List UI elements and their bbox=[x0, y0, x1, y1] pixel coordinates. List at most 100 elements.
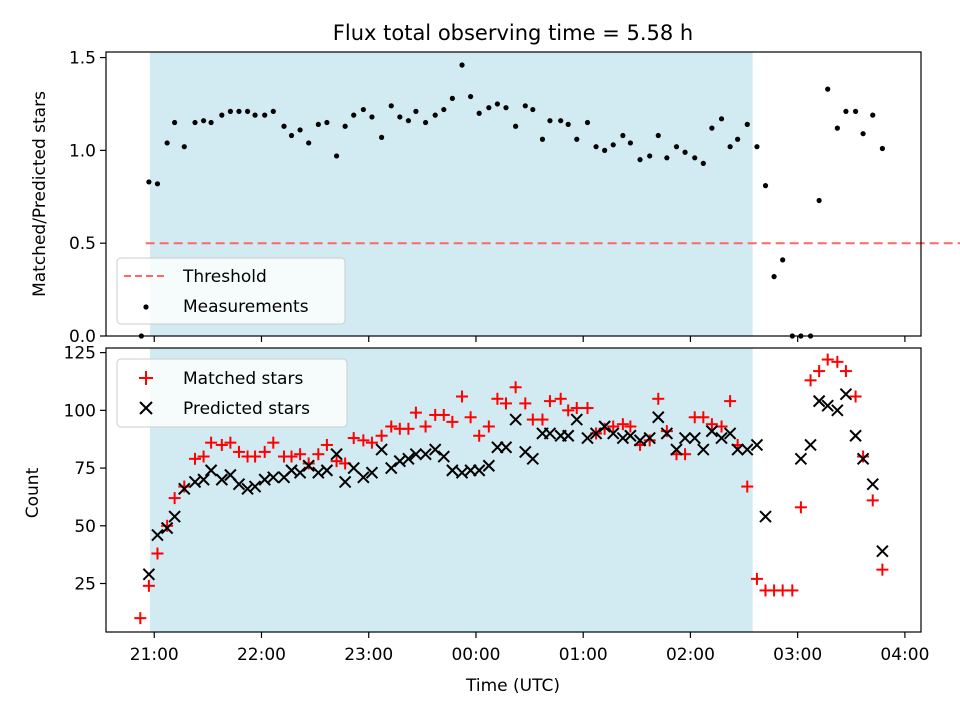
measurement-point bbox=[449, 95, 455, 102]
x-tick-label: 02:00 bbox=[666, 645, 715, 665]
y-tick-label: 1.0 bbox=[69, 141, 96, 161]
measurement-point bbox=[771, 274, 777, 280]
matched-star-point bbox=[499, 397, 512, 410]
matched-star-point bbox=[142, 579, 155, 592]
predicted-star-point bbox=[248, 480, 262, 493]
bottom-panel: 25 50 75 100 125 21:00 22:00 23:00 00:00 01:00 02… bbox=[23, 344, 929, 665]
matched-star-point bbox=[543, 395, 556, 408]
predicted-star-point bbox=[330, 448, 343, 461]
predicted-star-point bbox=[543, 427, 557, 440]
predicted-star-point bbox=[482, 459, 496, 472]
matched-star-point bbox=[509, 381, 522, 394]
y-tick-label: 100 bbox=[64, 401, 96, 421]
matched-star-point bbox=[786, 584, 799, 597]
predicted-star-point bbox=[607, 427, 620, 440]
predicted-star-point bbox=[624, 429, 637, 442]
x-tick-label: 23:00 bbox=[344, 645, 393, 665]
measurement-point bbox=[780, 257, 786, 263]
predicted-star-point bbox=[697, 443, 710, 456]
x-tick-label: 03:00 bbox=[773, 645, 822, 665]
matched-star-point bbox=[519, 397, 532, 410]
measurement-point bbox=[539, 136, 546, 142]
matched-star-point bbox=[876, 563, 889, 576]
measurement-point bbox=[208, 119, 214, 126]
top-plot-frame bbox=[105, 51, 922, 337]
legend-measurements-swatch bbox=[143, 304, 149, 310]
measurement-point bbox=[315, 121, 321, 127]
measurement-point bbox=[486, 105, 492, 111]
matched-star-point bbox=[446, 415, 459, 428]
matched-star-point bbox=[302, 457, 315, 470]
predicted-star-point bbox=[715, 431, 728, 445]
measurement-point bbox=[860, 131, 866, 137]
predicted-star-point bbox=[849, 429, 862, 442]
matched-star-point bbox=[831, 355, 844, 368]
matched-star-point bbox=[741, 480, 754, 493]
predicted-star-point bbox=[643, 431, 656, 445]
measurement-point bbox=[459, 62, 465, 68]
measurement-point bbox=[558, 118, 564, 124]
predicted-star-point bbox=[821, 399, 834, 412]
predicted-star-point bbox=[839, 387, 853, 401]
matched-star-point bbox=[813, 365, 826, 378]
legend-predicted-swatch bbox=[139, 401, 153, 415]
predicted-star-point bbox=[232, 478, 246, 491]
predicted-star-point bbox=[688, 431, 701, 445]
predicted-star-point bbox=[385, 461, 398, 475]
measurement-point bbox=[503, 105, 509, 111]
measurement-point bbox=[236, 108, 242, 114]
matched-star-point bbox=[189, 452, 202, 465]
matched-star-point bbox=[258, 445, 271, 458]
matched-star-point bbox=[456, 390, 469, 403]
measurement-point bbox=[735, 136, 741, 142]
matched-star-point bbox=[312, 448, 325, 461]
predicted-star-point bbox=[375, 443, 388, 456]
measurement-point bbox=[369, 114, 375, 120]
measurement-point bbox=[306, 140, 312, 146]
measurement-point bbox=[476, 110, 482, 116]
chart-title: Flux total observing time = 5.58 h bbox=[333, 21, 693, 45]
predicted-star-point bbox=[151, 528, 164, 542]
matched-star-point bbox=[294, 448, 307, 461]
predicted-star-point bbox=[472, 464, 486, 477]
matched-star-point bbox=[134, 612, 147, 625]
x-tick-label: 01:00 bbox=[559, 645, 608, 665]
matched-star-point bbox=[607, 420, 620, 433]
predicted-star-point bbox=[293, 466, 307, 479]
predicted-star-point bbox=[402, 452, 415, 466]
x-tick-label: 04:00 bbox=[880, 645, 929, 665]
y-tick-label: 0.0 bbox=[69, 327, 96, 347]
matched-star-point bbox=[643, 434, 656, 447]
measurement-point bbox=[441, 106, 447, 113]
predicted-star-point bbox=[429, 443, 442, 456]
matched-star-point bbox=[267, 436, 280, 449]
matched-star-point bbox=[491, 392, 504, 405]
matched-star-point bbox=[750, 572, 763, 585]
matched-star-point bbox=[794, 501, 807, 514]
predicted-star-point bbox=[320, 464, 334, 477]
predicted-star-point bbox=[509, 413, 522, 426]
predicted-star-point bbox=[794, 452, 808, 466]
bottom-legend: Matched stars Predicted stars bbox=[116, 358, 348, 428]
predicted-star-point bbox=[589, 427, 603, 440]
y-tick-label: 125 bbox=[64, 344, 96, 364]
matched-star-point bbox=[624, 420, 637, 433]
legend-matched-label: Matched stars bbox=[183, 369, 303, 389]
matched-star-point bbox=[705, 418, 718, 431]
measurement-point bbox=[870, 112, 876, 118]
predicted-star-point bbox=[652, 411, 665, 424]
predicted-star-point bbox=[446, 464, 459, 477]
measurement-point bbox=[602, 147, 608, 153]
measurement-point bbox=[432, 112, 438, 118]
legend-matched-swatch bbox=[139, 371, 153, 385]
measurement-point bbox=[727, 144, 733, 150]
predicted-star-point bbox=[499, 441, 513, 454]
measurement-point bbox=[574, 136, 580, 142]
measurement-point bbox=[709, 125, 715, 131]
measurement-point bbox=[200, 118, 207, 124]
measurement-point bbox=[146, 179, 152, 185]
bottom-y-axis-label: Count bbox=[23, 467, 43, 518]
predicted-star-point bbox=[526, 452, 540, 466]
predicted-star-point bbox=[723, 427, 737, 440]
